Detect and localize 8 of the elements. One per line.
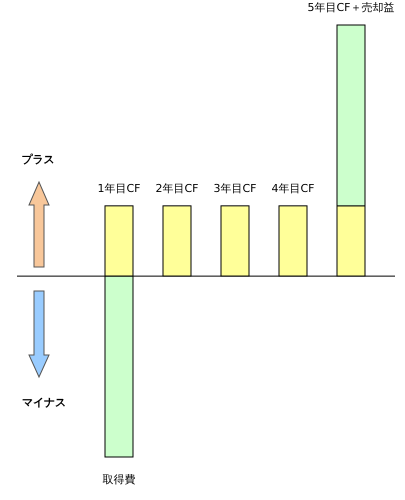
text: プラス [22, 153, 54, 166]
x-tick-label: 1年目CF [97, 182, 141, 195]
x-tick-label: 4年目CF [271, 182, 315, 195]
annotation: 取得費 [102, 473, 136, 486]
x-tick-label: 2年目CF [155, 182, 199, 195]
x-tick-label: 5年目CF＋売却益 [307, 1, 395, 14]
text: マイナス [22, 396, 66, 409]
x-tick-label: 3年目CF [213, 182, 257, 195]
